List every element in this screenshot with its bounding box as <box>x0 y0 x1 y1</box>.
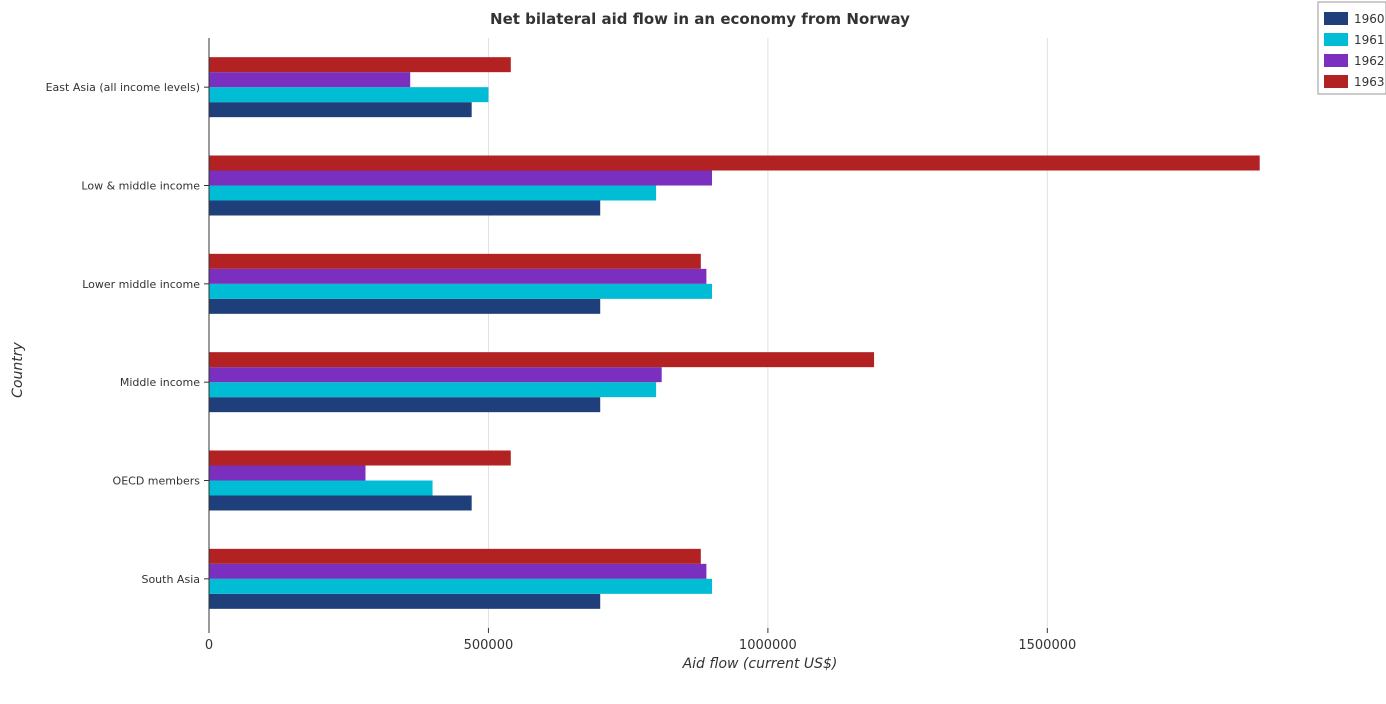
x-tick-label: 0 <box>205 638 213 653</box>
bar <box>209 563 707 579</box>
y-tick-label: Middle income <box>120 376 200 389</box>
legend: 1960 1961 1962 1963 <box>1317 1 1386 95</box>
y-tick-labels: East Asia (all income levels) Low & middl… <box>46 81 209 586</box>
bar <box>209 578 712 594</box>
legend-entry: 1961 <box>1354 33 1385 47</box>
bar <box>209 352 875 368</box>
y-tick-label: OECD members <box>113 475 201 488</box>
bar <box>209 397 601 413</box>
bar <box>209 283 712 299</box>
bar <box>209 298 601 314</box>
y-tick-label: Lower middle income <box>82 278 200 291</box>
bar <box>209 495 472 511</box>
x-tick-labels: 0 500000 1000000 1500000 <box>205 628 1076 653</box>
bar <box>209 480 433 496</box>
legend-swatch <box>1324 54 1348 67</box>
y-tick-label: East Asia (all income levels) <box>46 81 200 94</box>
bar <box>209 253 701 269</box>
bar <box>209 548 701 564</box>
x-axis-label: Aid flow (current US$) <box>682 656 838 672</box>
legend-entry: 1960 <box>1354 12 1385 26</box>
bar <box>209 155 1260 171</box>
x-tick-label: 500000 <box>464 638 514 653</box>
bar <box>209 57 511 73</box>
bar <box>209 268 707 284</box>
bar <box>209 200 601 216</box>
grid <box>208 38 1048 628</box>
bar <box>209 170 712 186</box>
bar <box>209 367 662 383</box>
legend-swatch <box>1324 33 1348 46</box>
bar <box>209 593 601 609</box>
legend-swatch <box>1324 12 1348 25</box>
y-axis-label: Country <box>10 341 26 397</box>
bar <box>209 72 411 88</box>
bars <box>209 57 1260 609</box>
legend-entry: 1963 <box>1354 75 1385 89</box>
bar <box>209 185 657 201</box>
legend-swatch <box>1324 75 1348 88</box>
bar <box>209 450 511 466</box>
y-tick-label: Low & middle income <box>81 180 200 193</box>
bar <box>209 102 472 118</box>
legend-entry: 1962 <box>1354 54 1385 68</box>
chart-title: Net bilateral aid flow in an economy fro… <box>490 10 910 28</box>
bar <box>209 382 657 398</box>
x-tick-label: 1000000 <box>739 638 797 653</box>
y-tick-label: South Asia <box>141 573 200 586</box>
bar <box>209 87 489 103</box>
bar <box>209 465 366 481</box>
x-tick-label: 1500000 <box>1018 638 1076 653</box>
